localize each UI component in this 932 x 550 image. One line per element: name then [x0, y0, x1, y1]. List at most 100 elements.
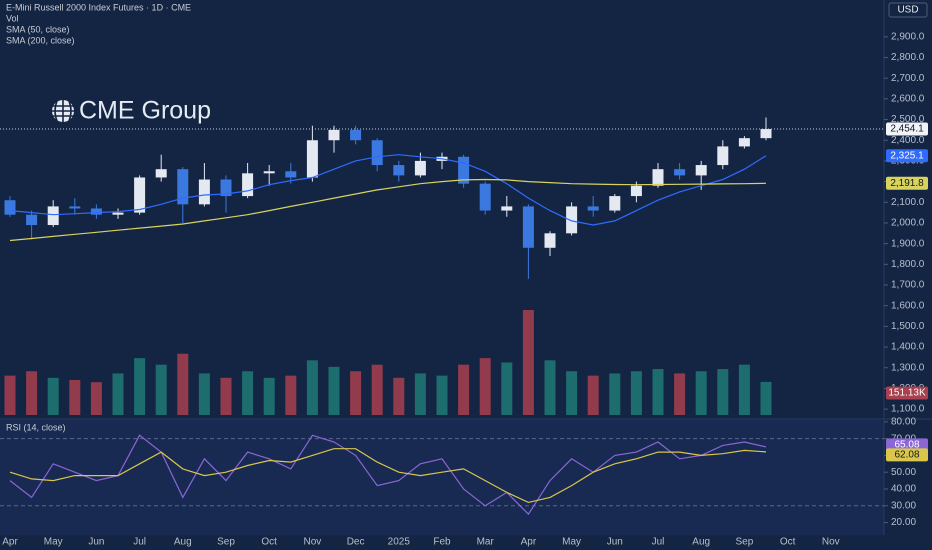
- candle-body: [220, 179, 232, 197]
- candle-body: [90, 208, 102, 215]
- x-tick-label: Oct: [261, 537, 277, 548]
- y-tick-label: 30.00: [891, 500, 916, 511]
- candle-body: [263, 171, 275, 174]
- series-line: [9, 434, 767, 516]
- volume-bar: [155, 364, 167, 415]
- y-tick-label: 1,600.0: [891, 300, 925, 311]
- rsi-pane: [0, 420, 884, 535]
- x-tick-label: May: [44, 537, 63, 548]
- volume-bar: [674, 373, 686, 415]
- volume-bar: [738, 364, 750, 415]
- rsi-tag: [886, 438, 928, 452]
- volume-bar: [90, 382, 102, 415]
- volume-bar: [285, 375, 297, 415]
- candle-body: [544, 233, 556, 248]
- candle-body: [566, 206, 578, 234]
- y-tick-label: 1,500.0: [891, 321, 925, 332]
- candle-body: [69, 206, 81, 209]
- x-tick-label: Nov: [304, 537, 322, 548]
- y-tick-label: 2,000.0: [891, 218, 925, 229]
- y-tick-label: 2,100.0: [891, 197, 925, 208]
- candle-body: [134, 177, 146, 213]
- volume-bar: [436, 375, 448, 415]
- volume-bar: [263, 377, 275, 415]
- y-tick-label: 1,900.0: [891, 238, 925, 249]
- candle-body: [4, 200, 16, 215]
- sma-label: 2,191.8: [890, 178, 924, 189]
- x-tick-label: Jun: [88, 537, 104, 548]
- candle-body: [47, 206, 59, 226]
- candle-body: [522, 206, 534, 248]
- y-tick-label: 2,400.0: [891, 135, 925, 146]
- candle-body: [501, 206, 513, 211]
- x-tick-label: Jul: [652, 537, 665, 548]
- x-tick-label: 2025: [388, 537, 411, 548]
- y-tick-label: 50.00: [891, 467, 916, 478]
- sma-tag: [886, 176, 928, 190]
- candle-body: [717, 146, 729, 166]
- series-line: [9, 448, 767, 504]
- volume-bar: [587, 375, 599, 415]
- candle-body: [177, 169, 189, 205]
- y-tick-label: 20.00: [891, 517, 916, 528]
- rsi-title: RSI (14, close): [6, 422, 66, 432]
- y-tick-label: 2,500.0: [891, 114, 925, 125]
- x-tick-label: Apr: [2, 537, 18, 548]
- x-tick-label: Dec: [347, 537, 365, 548]
- candle-body: [760, 129, 772, 139]
- x-tick-label: Sep: [217, 537, 235, 548]
- candle-body: [609, 196, 621, 211]
- brand: CME Group: [79, 97, 211, 125]
- last-price-tag: [886, 122, 928, 136]
- volume-bar: [47, 377, 59, 415]
- volume-bar: [479, 358, 491, 415]
- x-tick-label: Jul: [133, 537, 146, 548]
- volume-bar: [177, 353, 189, 415]
- x-tick-label: Apr: [521, 537, 537, 548]
- volume-bar: [4, 375, 16, 415]
- volume-bar: [112, 373, 124, 415]
- volume-bar: [220, 377, 232, 415]
- volume-bar: [393, 377, 405, 415]
- candle-body: [306, 140, 318, 178]
- y-tick-label: 40.00: [891, 484, 916, 495]
- candle-body: [479, 183, 491, 211]
- y-tick-label: 2,900.0: [891, 31, 925, 42]
- volume-bar: [544, 360, 556, 415]
- x-tick-label: Feb: [433, 537, 451, 548]
- volume-bar: [760, 381, 772, 415]
- logo-lines: [52, 100, 74, 122]
- volume-bar: [501, 362, 513, 415]
- x-tick-label: Jun: [607, 537, 623, 548]
- last-price-label: 2,454.1: [890, 124, 924, 135]
- x-tick-label: Oct: [780, 537, 796, 548]
- rsi-label: 65.08: [894, 440, 919, 451]
- logo: CME Group: [52, 97, 211, 125]
- candle-body: [393, 165, 405, 176]
- volume-bar: [717, 369, 729, 415]
- currency-button[interactable]: [888, 2, 928, 18]
- volume-bar: [695, 371, 707, 415]
- y-tick-label: 1,700.0: [891, 280, 925, 291]
- candle-body: [587, 206, 599, 211]
- candle-body: [198, 179, 210, 205]
- volume-bar: [328, 366, 340, 415]
- chart-title: E-Mini Russell 2000 Index Futures · 1D ·…: [6, 2, 191, 12]
- volume-bar: [609, 373, 621, 415]
- volume-bar: [371, 364, 383, 415]
- candle-body: [458, 156, 470, 184]
- volume-bar: [566, 371, 578, 415]
- volume-title: Vol: [6, 13, 19, 23]
- volume-bar: [134, 358, 146, 415]
- candle-body: [674, 169, 686, 176]
- x-tick-label: May: [562, 537, 581, 548]
- candle-body: [285, 171, 297, 178]
- x-tick-label: Aug: [174, 537, 192, 548]
- sma-label: 2,325.1: [890, 150, 924, 161]
- legend-entry: SMA (50, close): [6, 24, 70, 34]
- currency[interactable]: USD: [897, 5, 918, 16]
- volume-bar: [522, 310, 534, 415]
- y-tick-label: 2,600.0: [891, 94, 925, 105]
- candle-body: [414, 160, 426, 176]
- volume-bar: [630, 371, 642, 415]
